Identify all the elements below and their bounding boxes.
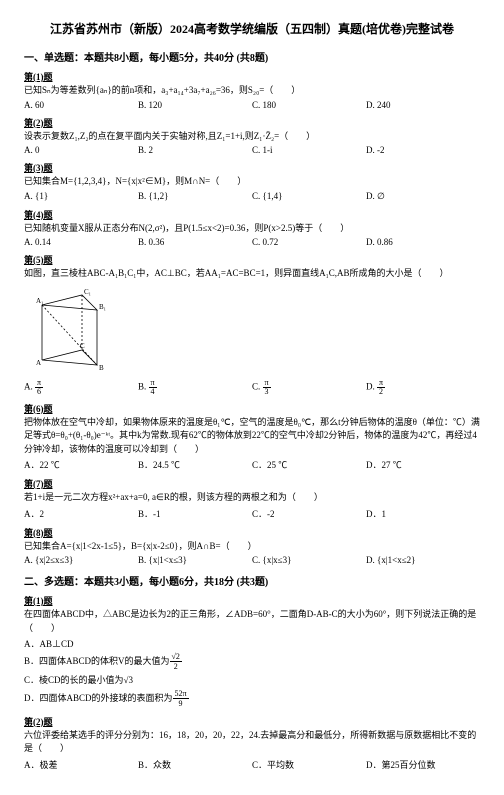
q7-num: 第(7)题 [24, 477, 480, 490]
s2q2-choice-b: B．众数 [138, 758, 252, 771]
q3-stem: 已知集合M={1,2,3,4}，N={x|x²∈M}，则M∩N=（ ） [24, 175, 480, 189]
s2q2-num: 第(2)题 [24, 715, 480, 728]
q4-stem: 已知随机变量X服从正态分布N(2,σ²)，且P(1.5≤x<2)=0.36，则P… [24, 222, 480, 236]
q3-choices: A. {1} B. {1,2} C. {1,4} D. ∅ [24, 191, 480, 202]
s2q2-choice-c: C．平均数 [252, 758, 366, 771]
q1-stem: 已知Sₙ为等差数列{aₙ}的前n项和，a₃+a₁₄+3a₇+a₂₆=36，则S₂… [24, 84, 480, 98]
q3-choice-b: B. {1,2} [138, 191, 252, 202]
q2-choice-d: D. -2 [366, 145, 480, 155]
q8-choices: A. {x|2≤x≤3} B. {x|1<x≤3} C. {x|x≤3} D. … [24, 555, 480, 565]
q6-num: 第(6)题 [24, 402, 480, 415]
q3-choice-a: A. {1} [24, 191, 138, 202]
q7-choices: A．2 B．-1 C．-2 D．1 [24, 507, 480, 520]
q3-choice-c: C. {1,4} [252, 191, 366, 202]
svg-text:B₁: B₁ [99, 303, 106, 311]
q5-choice-d: D. π2 [366, 379, 480, 396]
s2q1-opt-d: D．四面体ABCD的外接球的表面积为52π9 [24, 689, 480, 709]
exam-title: 江苏省苏州市（新版）2024高考数学统编版（五四制）真题(培优卷)完整试卷 [24, 20, 480, 37]
q5-choices: A. π6 B. π4 C. π3 D. π2 [24, 379, 480, 396]
s2q2-choices: A．极差 B．众数 C．平均数 D．第25百分位数 [24, 758, 480, 771]
q2-stem: 设表示复数Z₁,Z₂的点在复平面内关于实轴对称,且Z₁=1+i,则Z₁·Z̄₂=… [24, 130, 480, 144]
s2q1-stem: 在四面体ABCD中，△ABC是边长为2的正三角形，∠ADB=60°，二面角D-A… [24, 608, 480, 635]
q7-stem: 若1+i是一元二次方程x²+ax+a=0, a∈R的根，则该方程的两根之和为（ … [24, 491, 480, 505]
q5-choice-b: B. π4 [138, 379, 252, 396]
q1-choice-b: B. 120 [138, 100, 252, 110]
q6-choice-d: D．27 ℃ [366, 458, 480, 471]
s2q2-choice-d: D．第25百分位数 [366, 758, 480, 771]
q4-choice-d: D. 0.86 [366, 237, 480, 247]
q8-choice-a: A. {x|2≤x≤3} [24, 555, 138, 565]
q2-choice-a: A. 0 [24, 145, 138, 155]
svg-text:A₁: A₁ [36, 297, 44, 305]
q8-choice-d: D. {x|1<x≤2} [366, 555, 480, 565]
q6-choice-b: B．24.5 ℃ [138, 458, 252, 471]
q8-stem: 已知集合A={x|1<2x-1≤5}，B={x|x-2≤0}，则A∩B=（ ） [24, 540, 480, 554]
section2-header: 二、多选题：本题共3小题，每小题6分，共18分 (共3题) [24, 573, 480, 588]
q1-choices: A. 60 B. 120 C. 180 D. 240 [24, 100, 480, 110]
q7-choice-b: B．-1 [138, 507, 252, 520]
s2q1-num: 第(1)题 [24, 594, 480, 607]
q3-choice-d: D. ∅ [366, 191, 480, 202]
q8-choice-b: B. {x|1<x≤3} [138, 555, 252, 565]
q1-choice-d: D. 240 [366, 100, 480, 110]
q3-num: 第(3)题 [24, 161, 480, 174]
q8-num: 第(8)题 [24, 526, 480, 539]
s2q1-opt-a: A．AB⊥CD [24, 637, 480, 651]
q4-choice-a: A. 0.14 [24, 237, 138, 247]
q7-choice-c: C．-2 [252, 507, 366, 520]
q7-choice-a: A．2 [24, 507, 138, 520]
svg-text:C₁: C₁ [84, 288, 91, 296]
q5-stem: 如图，直三棱柱ABC-A₁B₁C₁中，AC⊥BC，若AA₁=AC=BC=1，则异… [24, 267, 480, 281]
section1-header: 一、单选题：本题共8小题，每小题5分，共40分 (共8题) [24, 49, 480, 64]
s2q2-choice-a: A．极差 [24, 758, 138, 771]
q6-choices: A．22 ℃ B．24.5 ℃ C．25 ℃ D．27 ℃ [24, 458, 480, 471]
s2q1-opt-b: B．四面体ABCD的体积V的最大值为√22 [24, 652, 480, 672]
q6-stem: 把物体放在空气中冷却，如果物体原来的温度是θ₁℃，空气的温度是θ₀℃，那么t分钟… [24, 416, 480, 457]
q6-choice-a: A．22 ℃ [24, 458, 138, 471]
q5-choice-c: C. π3 [252, 379, 366, 396]
q1-num: 第(1)题 [24, 70, 480, 83]
q1-choice-c: C. 180 [252, 100, 366, 110]
q8-choice-c: C. {x|x≤3} [252, 555, 366, 565]
prism-figure: A₁ C₁ B₁ A C B [32, 285, 112, 375]
q1-choice-a: A. 60 [24, 100, 138, 110]
q4-choices: A. 0.14 B. 0.36 C. 0.72 D. 0.86 [24, 237, 480, 247]
q7-choice-d: D．1 [366, 507, 480, 520]
q2-choice-c: C. 1-i [252, 145, 366, 155]
q4-choice-b: B. 0.36 [138, 237, 252, 247]
svg-text:C: C [80, 342, 85, 350]
s2q1-options: A．AB⊥CD B．四面体ABCD的体积V的最大值为√22 C．棱CD的长的最小… [24, 637, 480, 709]
svg-text:A: A [36, 359, 41, 367]
q2-num: 第(2)题 [24, 116, 480, 129]
s2q2-stem: 六位评委给某选手的评分分别为：16，18，20，20，22，24.去掉最高分和最… [24, 729, 480, 756]
q5-choice-a: A. π6 [24, 379, 138, 396]
q2-choice-b: B. 2 [138, 145, 252, 155]
q4-num: 第(4)题 [24, 208, 480, 221]
q6-choice-c: C．25 ℃ [252, 458, 366, 471]
q4-choice-c: C. 0.72 [252, 237, 366, 247]
s2q1-opt-c: C．棱CD的长的最小值为√3 [24, 673, 480, 687]
q5-num: 第(5)题 [24, 253, 480, 266]
svg-text:B: B [99, 364, 104, 372]
q2-choices: A. 0 B. 2 C. 1-i D. -2 [24, 145, 480, 155]
